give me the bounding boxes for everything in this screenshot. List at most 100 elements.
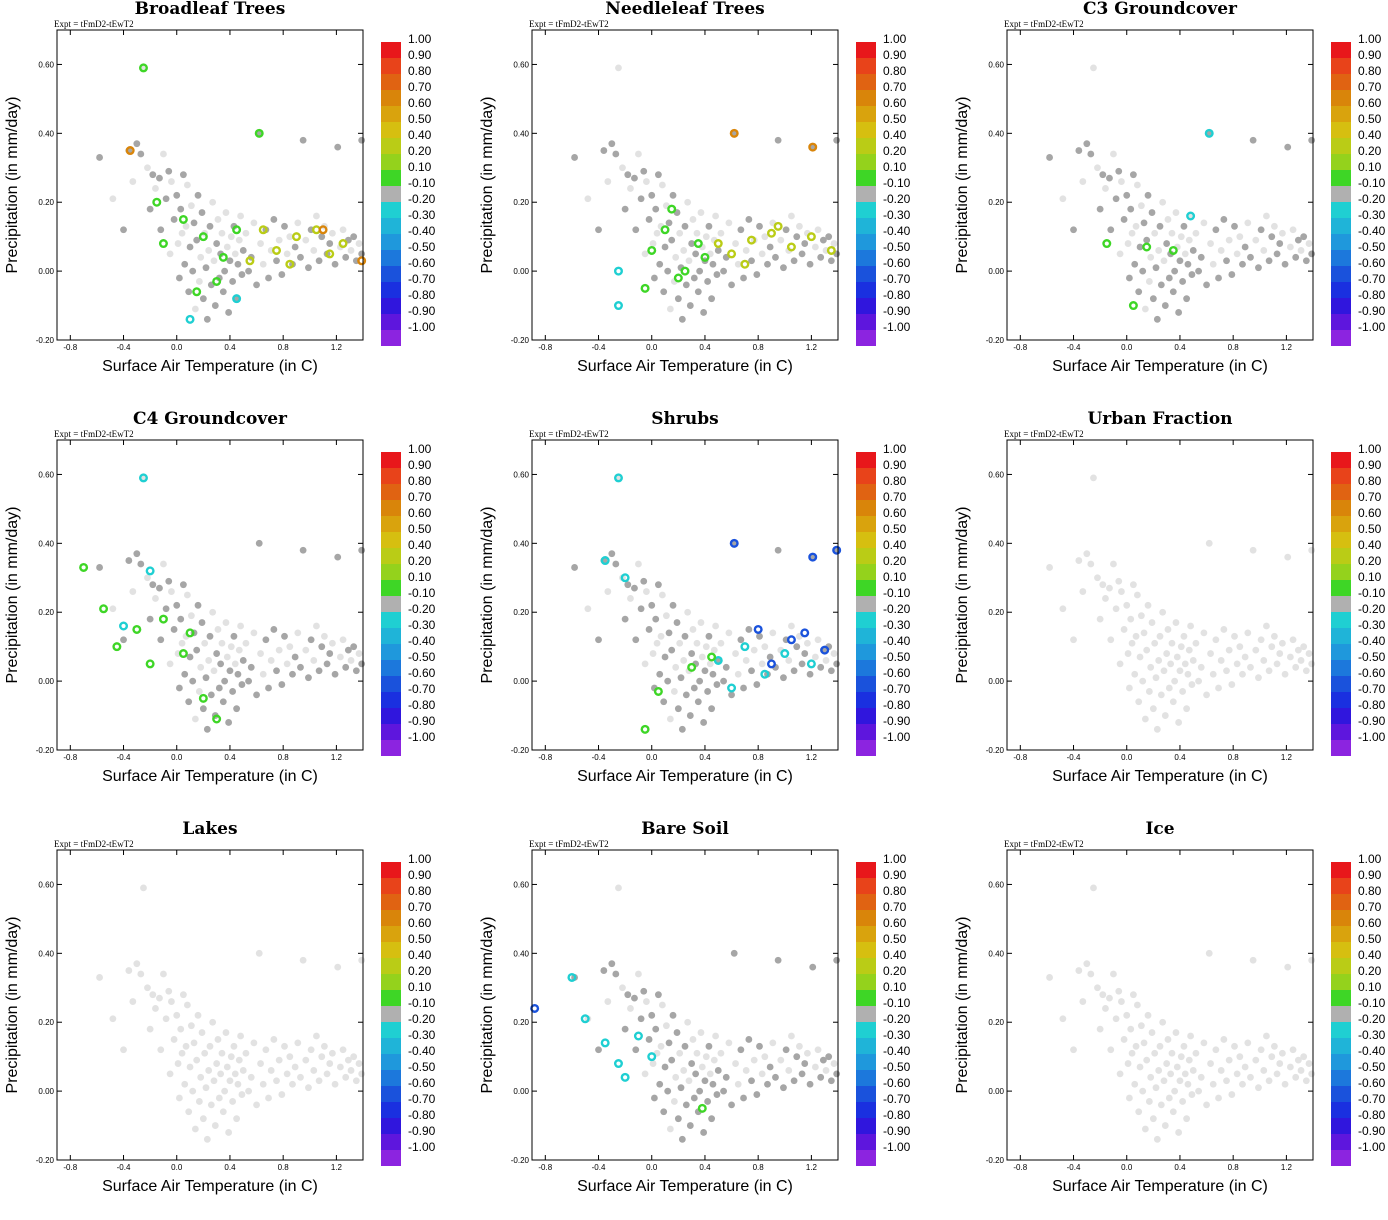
data-point	[1094, 984, 1101, 992]
colorbar-label: -0.80	[408, 1108, 436, 1122]
data-point	[140, 884, 147, 892]
data-point	[1171, 1087, 1179, 1095]
data-point	[1284, 143, 1292, 151]
data-point	[1151, 1049, 1159, 1057]
colorbar-label: -0.20	[1358, 192, 1386, 206]
data-point	[814, 1046, 822, 1054]
data-point	[186, 243, 194, 251]
y-axis-label: Precipitation (in mm/day)	[954, 507, 971, 684]
data-point	[1169, 1108, 1177, 1116]
data-point	[120, 226, 127, 234]
data-point	[635, 970, 642, 978]
data-point	[712, 212, 719, 220]
data-point	[1144, 1011, 1152, 1019]
data-point	[1184, 1080, 1192, 1088]
data-point	[680, 1067, 688, 1074]
colorbar-label: -0.20	[1358, 1012, 1386, 1026]
data-point	[247, 663, 255, 671]
data-point	[286, 1053, 294, 1061]
data-point	[761, 643, 769, 651]
data-point	[344, 646, 352, 654]
data-point	[193, 236, 201, 244]
data-point	[229, 688, 237, 695]
colorbar-label: -0.10	[883, 176, 911, 190]
data-point	[1118, 178, 1125, 185]
data-point	[257, 1060, 264, 1067]
colorbar-swatch	[856, 580, 876, 596]
data-point	[1212, 636, 1220, 644]
x-tick-label: 0.4	[1174, 343, 1186, 352]
data-point	[1220, 626, 1228, 633]
data-point	[1120, 626, 1128, 633]
data-point	[336, 653, 344, 661]
panel-lakes: Lakes Expt = tFmD2-tEwT2 -0.8 -0.4 0.0 0.4 0.8…	[0, 820, 463, 1220]
colorbar-label: 0.60	[883, 96, 907, 110]
data-point	[1157, 691, 1165, 699]
data-point	[1087, 560, 1095, 568]
data-point	[125, 967, 133, 974]
x-tick-label: 1.2	[1281, 1163, 1293, 1172]
colorbar-swatch	[381, 154, 401, 170]
data-point	[1059, 605, 1067, 613]
data-point	[350, 233, 358, 241]
data-point	[1133, 181, 1141, 189]
colorbar-label: 0.90	[1358, 48, 1382, 62]
data-point	[1155, 657, 1163, 664]
data-point	[273, 667, 280, 675]
data-point	[226, 667, 234, 675]
signal-point-green	[178, 214, 188, 224]
data-point	[275, 646, 283, 654]
colorbar-label: 0.10	[1358, 160, 1382, 174]
colorbar-label: 0.80	[408, 64, 432, 78]
data-point	[1180, 222, 1188, 230]
colorbar-label: -1.00	[408, 730, 436, 744]
data-point	[801, 650, 809, 657]
data-point	[688, 1060, 696, 1067]
data-point	[194, 1011, 202, 1019]
data-point	[1231, 1042, 1238, 1050]
data-point	[176, 274, 183, 282]
plot-frame	[531, 29, 839, 341]
data-point	[1183, 705, 1191, 713]
colorbar-swatch	[856, 708, 876, 724]
data-point	[1137, 202, 1145, 210]
data-point	[255, 949, 263, 957]
data-point	[323, 660, 331, 668]
data-point	[326, 650, 334, 657]
x-tick-label: 0.8	[278, 343, 290, 352]
data-point	[197, 1073, 205, 1081]
data-point	[1149, 705, 1157, 713]
x-tick-label: 0.8	[1228, 753, 1240, 762]
data-point	[1300, 1053, 1308, 1061]
signal-point-green	[640, 283, 650, 293]
colorbar-label: -0.30	[1358, 618, 1386, 632]
data-point	[1099, 991, 1107, 999]
data-point	[631, 584, 638, 592]
data-point	[262, 636, 270, 644]
colorbar-label: 0.20	[883, 964, 907, 978]
data-point	[604, 178, 612, 185]
data-point	[640, 987, 648, 995]
colorbar-swatch	[381, 484, 401, 500]
data-point	[305, 264, 312, 272]
colorbar-label: -1.00	[1358, 730, 1386, 744]
data-point	[1239, 260, 1246, 268]
colorbar-swatch	[856, 186, 876, 202]
data-point	[804, 639, 811, 647]
colorbar-label: -1.00	[408, 320, 436, 334]
data-point	[801, 1060, 809, 1067]
data-point	[627, 595, 634, 602]
data-point	[225, 1129, 233, 1136]
panel-ice: Ice Expt = tFmD2-tEwT2 -0.8 -0.4 0.0 0.4 0.8 1.…	[950, 820, 1388, 1220]
data-point	[235, 646, 243, 654]
colorbar-swatch	[1331, 282, 1351, 298]
colorbar-swatch	[1331, 58, 1351, 74]
colorbar-swatch	[856, 548, 876, 564]
colorbar-swatch	[381, 878, 401, 894]
data-point	[657, 632, 665, 640]
colorbar-label: -0.30	[408, 1028, 436, 1042]
panel-title: C3 Groundcover	[1083, 0, 1238, 19]
data-point	[666, 305, 674, 313]
data-point	[245, 677, 252, 685]
data-point	[817, 663, 825, 671]
